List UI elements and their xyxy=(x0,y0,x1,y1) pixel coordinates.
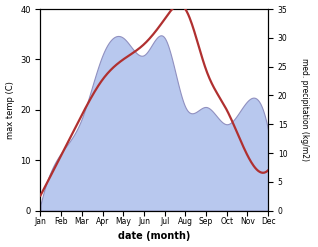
Y-axis label: max temp (C): max temp (C) xyxy=(5,81,15,139)
Y-axis label: med. precipitation (kg/m2): med. precipitation (kg/m2) xyxy=(300,58,309,161)
X-axis label: date (month): date (month) xyxy=(118,231,190,242)
